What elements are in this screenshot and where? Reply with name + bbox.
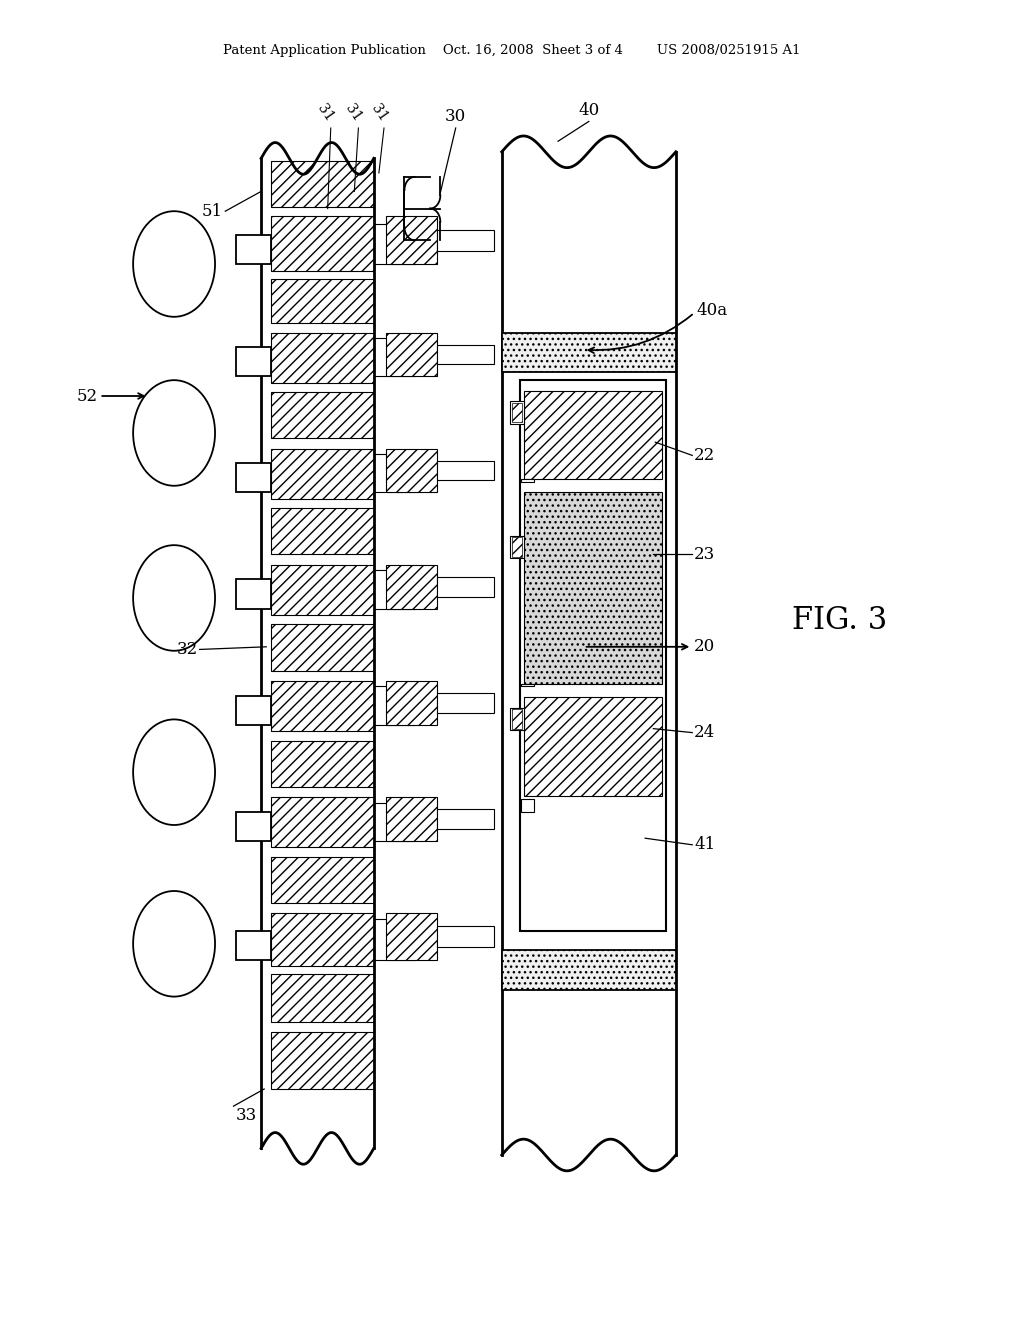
Bar: [524, 492, 662, 684]
Text: 51: 51: [202, 203, 223, 219]
Bar: [520, 380, 666, 931]
Bar: [437, 345, 494, 364]
Bar: [271, 449, 374, 499]
Text: 30: 30: [445, 108, 466, 125]
Bar: [374, 570, 415, 609]
Bar: [512, 403, 522, 422]
Bar: [374, 338, 415, 376]
Bar: [374, 454, 415, 492]
Circle shape: [133, 891, 215, 997]
Bar: [271, 565, 374, 615]
Bar: [502, 333, 676, 372]
Bar: [510, 708, 524, 730]
Text: 31: 31: [368, 102, 390, 124]
Bar: [271, 974, 374, 1022]
Bar: [512, 537, 522, 557]
Bar: [521, 479, 534, 482]
Bar: [386, 681, 437, 725]
Circle shape: [133, 719, 215, 825]
Bar: [271, 508, 374, 554]
Text: 40: 40: [579, 102, 599, 119]
Bar: [271, 624, 374, 671]
Bar: [236, 463, 271, 492]
Bar: [386, 449, 437, 492]
Bar: [386, 797, 437, 841]
Bar: [271, 741, 374, 787]
Bar: [374, 686, 415, 725]
Bar: [271, 333, 374, 383]
Circle shape: [133, 211, 215, 317]
Bar: [271, 857, 374, 903]
Bar: [374, 224, 415, 264]
Text: Patent Application Publication    Oct. 16, 2008  Sheet 3 of 4        US 2008/025: Patent Application Publication Oct. 16, …: [223, 44, 801, 57]
Bar: [437, 230, 494, 251]
Bar: [271, 913, 374, 966]
Text: 24: 24: [694, 725, 716, 741]
Text: 31: 31: [314, 102, 337, 124]
Bar: [271, 216, 374, 271]
Bar: [386, 913, 437, 960]
Bar: [236, 812, 271, 841]
Bar: [437, 577, 494, 597]
Text: 23: 23: [694, 546, 716, 562]
Bar: [386, 565, 437, 609]
Bar: [271, 161, 374, 207]
Text: 41: 41: [694, 837, 716, 853]
Circle shape: [133, 380, 215, 486]
Bar: [386, 333, 437, 376]
Bar: [236, 931, 271, 960]
Bar: [386, 216, 437, 264]
Text: 20: 20: [694, 639, 716, 655]
Bar: [236, 235, 271, 264]
Text: 32: 32: [176, 642, 198, 657]
Bar: [437, 693, 494, 713]
Bar: [271, 1032, 374, 1089]
Text: 22: 22: [694, 447, 716, 463]
Bar: [512, 709, 522, 729]
Circle shape: [133, 545, 215, 651]
Bar: [271, 681, 374, 731]
Text: 52: 52: [76, 388, 97, 404]
Bar: [437, 461, 494, 480]
Bar: [510, 536, 524, 558]
Bar: [524, 391, 662, 479]
Bar: [374, 803, 415, 841]
Bar: [510, 401, 524, 424]
Bar: [236, 579, 271, 609]
Bar: [271, 797, 374, 847]
Bar: [271, 392, 374, 438]
Bar: [521, 799, 534, 812]
Text: 33: 33: [236, 1107, 257, 1123]
Text: FIG. 3: FIG. 3: [792, 605, 888, 636]
Bar: [502, 950, 676, 990]
Bar: [236, 347, 271, 376]
Bar: [437, 927, 494, 946]
Bar: [524, 697, 662, 796]
Bar: [521, 684, 534, 686]
Bar: [236, 696, 271, 725]
Bar: [437, 809, 494, 829]
Bar: [271, 279, 374, 323]
Text: 40a: 40a: [696, 302, 727, 318]
Text: 31: 31: [342, 102, 365, 124]
Bar: [374, 919, 415, 960]
